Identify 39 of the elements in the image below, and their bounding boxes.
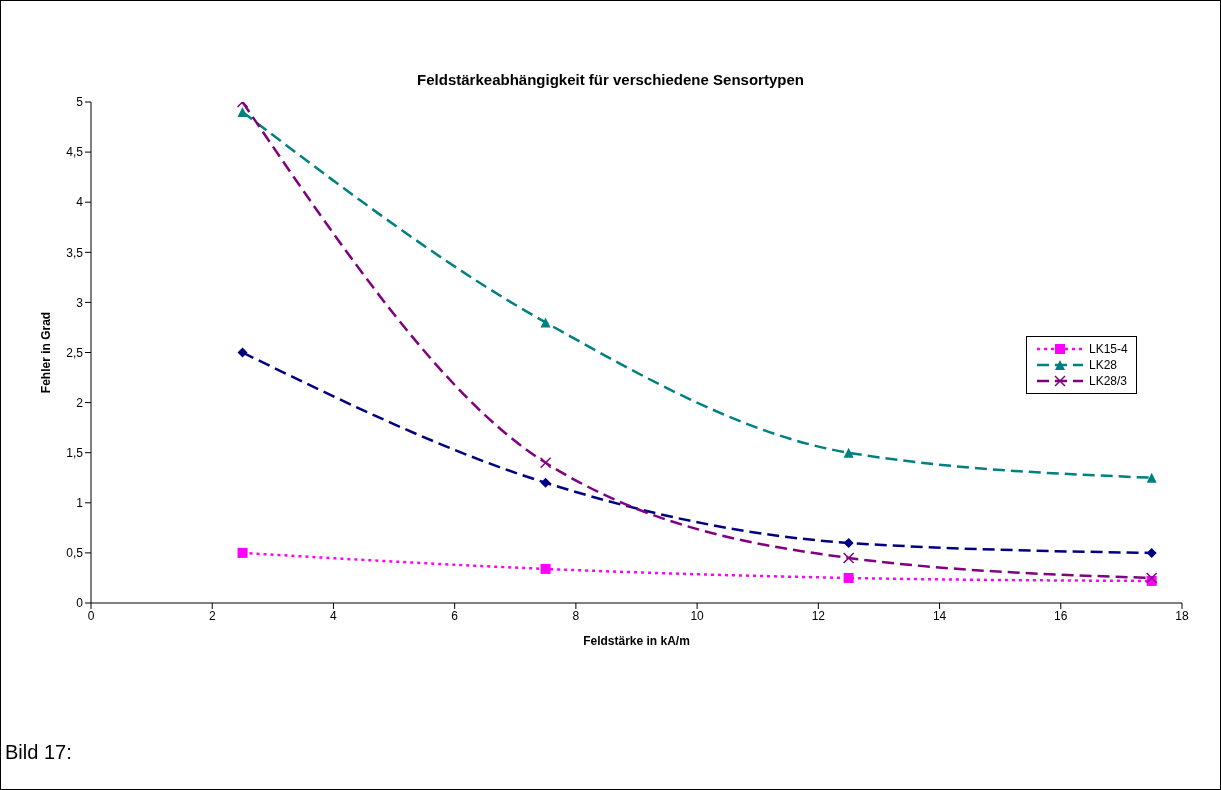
x-tick-label: 12 — [811, 608, 826, 623]
y-tick-label: 2,5 — [66, 345, 84, 360]
x-tick-label: 14 — [932, 608, 947, 623]
text: Bild 17: — [5, 741, 72, 764]
point — [540, 563, 551, 574]
y-tick-label: 1 — [76, 496, 84, 511]
legend-label: LK28 — [1089, 358, 1118, 372]
point — [237, 107, 248, 118]
x-tick-label: 10 — [690, 608, 705, 623]
y-tick-label: 0,5 — [66, 546, 84, 561]
y-tick-label: 1,5 — [66, 445, 84, 460]
x-tick-label: 0 — [87, 608, 95, 623]
y-axis-title: Fehler in Grad — [39, 311, 54, 394]
y-tick-label: 3 — [76, 295, 84, 310]
y-tick-label: 3,5 — [66, 245, 84, 260]
x-tick-label: 4 — [330, 608, 338, 623]
y-tick-label: 2 — [76, 395, 84, 410]
point — [843, 537, 854, 548]
legend-label: LK15-4 — [1089, 342, 1128, 356]
legend-label: LK28/3 — [1089, 374, 1128, 388]
point — [540, 317, 551, 328]
point — [237, 347, 248, 358]
x-tick-label: 18 — [1175, 608, 1189, 623]
point — [843, 447, 854, 458]
chart-title: Feldstärkeabhängigkeit für verschiedene Sensortypen — [416, 71, 805, 88]
y-tick-label: 5 — [76, 95, 84, 110]
point — [540, 477, 551, 488]
point — [1146, 472, 1157, 483]
point — [1146, 547, 1157, 558]
point — [237, 547, 248, 558]
x-tick-label: 8 — [572, 608, 580, 623]
x-axis-title: Feldstärke in kA/m — [583, 634, 690, 648]
y-tick-label: 0 — [76, 596, 84, 611]
y-tick-label: 4 — [76, 195, 84, 210]
x-tick-label: 6 — [451, 608, 459, 623]
point — [843, 572, 854, 583]
y-tick-label: 4,5 — [66, 145, 84, 160]
x-tick-label: 16 — [1054, 608, 1068, 623]
x-tick-label: 2 — [208, 608, 216, 623]
